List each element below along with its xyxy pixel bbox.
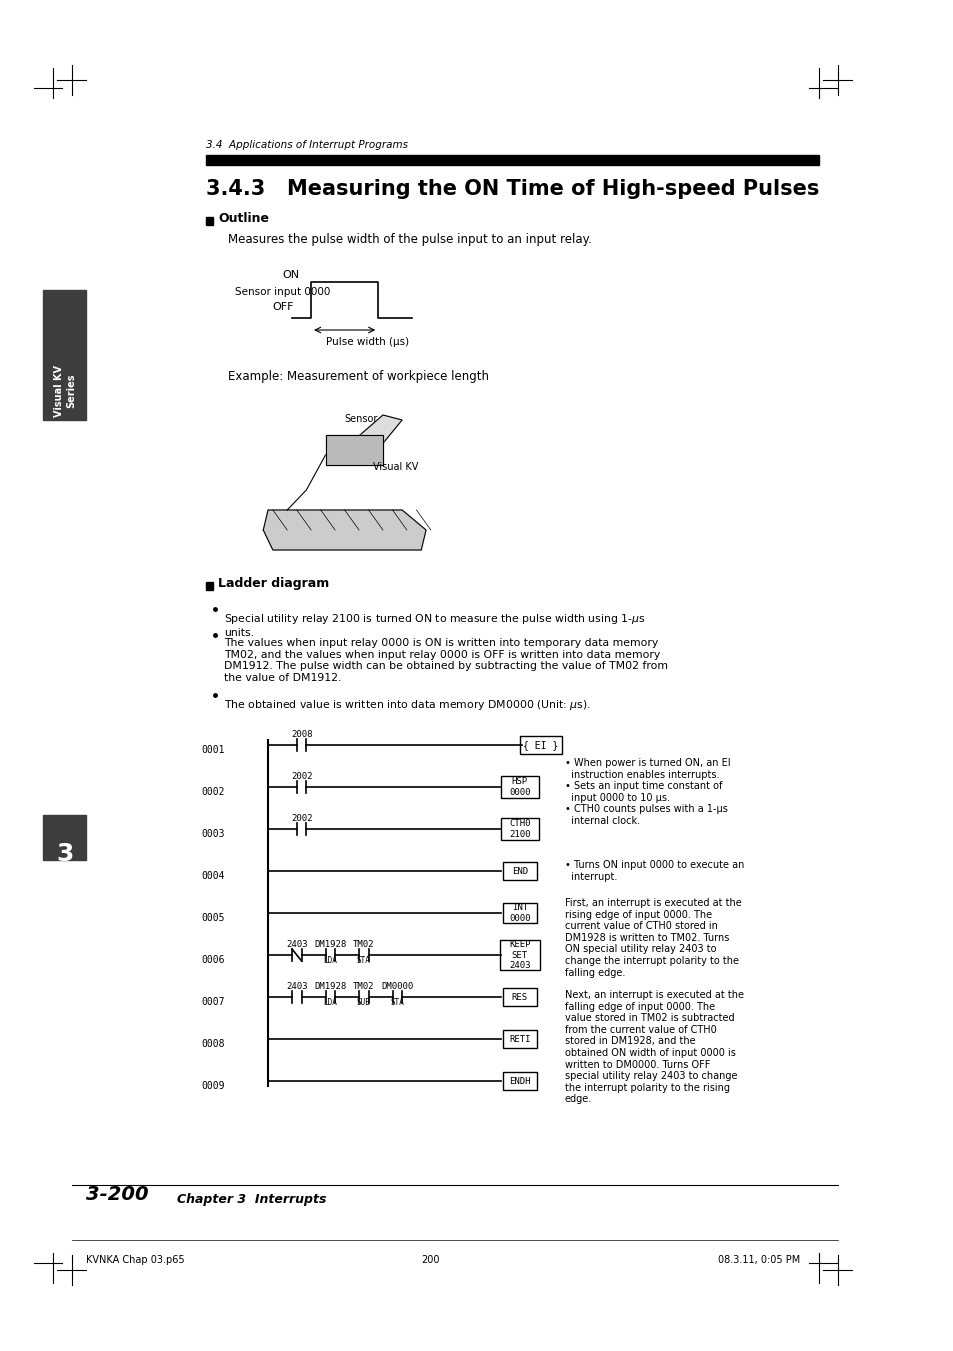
Bar bbox=[499, 940, 539, 970]
Text: KVNKA Chap 03.p65: KVNKA Chap 03.p65 bbox=[86, 1255, 185, 1265]
Text: 2403: 2403 bbox=[286, 982, 307, 992]
Text: Ladder diagram: Ladder diagram bbox=[218, 577, 329, 590]
Text: LDA: LDA bbox=[323, 998, 336, 1006]
Text: 0007: 0007 bbox=[201, 997, 225, 1006]
Text: INT
0000: INT 0000 bbox=[509, 904, 530, 923]
Text: Chapter 3  Interrupts: Chapter 3 Interrupts bbox=[177, 1193, 326, 1206]
Text: RETI: RETI bbox=[509, 1035, 530, 1043]
Text: Example: Measurement of workpiece length: Example: Measurement of workpiece length bbox=[228, 370, 488, 382]
Text: 2403: 2403 bbox=[286, 940, 307, 948]
Text: END: END bbox=[511, 866, 527, 875]
Text: ON: ON bbox=[282, 270, 299, 280]
Text: The obtained value is written into data memory DM0000 (Unit: $\mu$s).: The obtained value is written into data … bbox=[224, 698, 591, 712]
Polygon shape bbox=[263, 509, 426, 550]
Text: Visual KV: Visual KV bbox=[373, 462, 418, 471]
Bar bbox=[500, 775, 538, 798]
Bar bbox=[325, 435, 382, 465]
Text: 2008: 2008 bbox=[291, 730, 312, 739]
Text: Sensor input 0000: Sensor input 0000 bbox=[234, 286, 330, 297]
Text: TM02: TM02 bbox=[353, 982, 375, 992]
Text: Sensor: Sensor bbox=[344, 413, 377, 424]
Text: DM1928: DM1928 bbox=[314, 982, 346, 992]
Text: TM02: TM02 bbox=[353, 940, 375, 948]
Text: 3.4.3   Measuring the ON Time of High-speed Pulses: 3.4.3 Measuring the ON Time of High-spee… bbox=[206, 178, 819, 199]
Bar bbox=[502, 1029, 537, 1048]
Text: 2002: 2002 bbox=[291, 771, 312, 781]
Bar bbox=[500, 817, 538, 840]
Bar bbox=[502, 988, 537, 1006]
Text: 2002: 2002 bbox=[291, 815, 312, 823]
Bar bbox=[519, 736, 561, 754]
Text: Measures the pulse width of the pulse input to an input relay.: Measures the pulse width of the pulse in… bbox=[228, 232, 591, 246]
Text: 200: 200 bbox=[421, 1255, 439, 1265]
Text: LDA: LDA bbox=[323, 957, 336, 965]
Text: Next, an interrupt is executed at the
falling edge of input 0000. The
value stor: Next, an interrupt is executed at the fa… bbox=[564, 990, 743, 1104]
Bar bbox=[206, 582, 213, 590]
Bar bbox=[43, 290, 86, 420]
Text: 0008: 0008 bbox=[201, 1039, 225, 1048]
Text: STA: STA bbox=[390, 998, 404, 1006]
Text: 0005: 0005 bbox=[201, 913, 225, 923]
Text: 3: 3 bbox=[56, 842, 73, 866]
Text: { EI }: { EI } bbox=[523, 740, 558, 750]
Text: DM0000: DM0000 bbox=[381, 982, 413, 992]
Text: CTH0
2100: CTH0 2100 bbox=[509, 819, 530, 839]
Bar bbox=[325, 435, 382, 465]
Bar bbox=[206, 155, 818, 165]
Text: Pulse width (μs): Pulse width (μs) bbox=[325, 336, 408, 347]
Text: The values when input relay 0000 is ON is written into temporary data memory
TM0: The values when input relay 0000 is ON i… bbox=[224, 638, 667, 682]
Bar bbox=[43, 815, 86, 861]
Text: ENDH: ENDH bbox=[509, 1077, 530, 1085]
Text: KEEP
SET
2403: KEEP SET 2403 bbox=[509, 940, 530, 970]
Text: • When power is turned ON, an EI
  instruction enables interrupts.
• Sets an inp: • When power is turned ON, an EI instruc… bbox=[564, 758, 730, 825]
Text: 0002: 0002 bbox=[201, 788, 225, 797]
Text: OFF: OFF bbox=[273, 303, 294, 312]
Text: Visual KV
Series: Visual KV Series bbox=[54, 365, 76, 417]
Text: 0001: 0001 bbox=[201, 744, 225, 755]
Text: STA: STA bbox=[356, 957, 371, 965]
Text: Outline: Outline bbox=[218, 212, 269, 226]
Text: HSP
0000: HSP 0000 bbox=[509, 777, 530, 797]
Text: 0006: 0006 bbox=[201, 955, 225, 965]
Text: 3-200: 3-200 bbox=[86, 1185, 149, 1204]
Bar bbox=[502, 1071, 537, 1090]
Text: 0009: 0009 bbox=[201, 1081, 225, 1092]
Bar bbox=[206, 218, 213, 226]
Text: RES: RES bbox=[511, 993, 527, 1001]
Bar bbox=[502, 902, 537, 923]
Text: First, an interrupt is executed at the
rising edge of input 0000. The
current va: First, an interrupt is executed at the r… bbox=[564, 898, 740, 978]
Text: 08.3.11, 0:05 PM: 08.3.11, 0:05 PM bbox=[718, 1255, 800, 1265]
Text: 3.4  Applications of Interrupt Programs: 3.4 Applications of Interrupt Programs bbox=[206, 141, 408, 150]
Text: 0004: 0004 bbox=[201, 871, 225, 881]
Bar bbox=[502, 862, 537, 880]
Polygon shape bbox=[354, 415, 401, 455]
Text: DM1928: DM1928 bbox=[314, 940, 346, 948]
Text: Special utility relay 2100 is turned ON to measure the pulse width using 1-$\mu$: Special utility relay 2100 is turned ON … bbox=[224, 612, 645, 638]
Text: SUB: SUB bbox=[356, 998, 371, 1006]
Text: 0003: 0003 bbox=[201, 830, 225, 839]
Text: • Turns ON input 0000 to execute an
  interrupt.: • Turns ON input 0000 to execute an inte… bbox=[564, 861, 743, 882]
